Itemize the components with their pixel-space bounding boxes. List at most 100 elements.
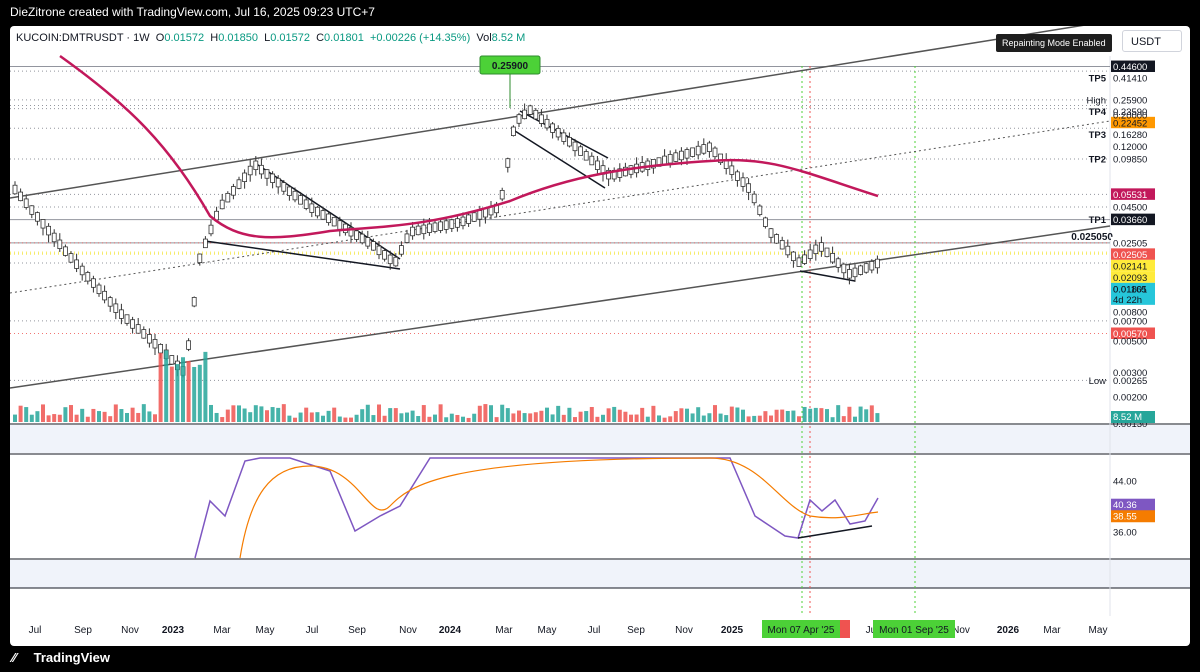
- candle: [791, 250, 796, 268]
- candle-body: [572, 141, 578, 152]
- candle: [96, 282, 102, 297]
- candle: [690, 147, 695, 158]
- date-marker-bg: [873, 620, 955, 638]
- candle-body: [107, 297, 113, 307]
- volume-bar: [13, 414, 17, 422]
- candle: [779, 236, 785, 250]
- candle: [91, 275, 96, 293]
- candle-body: [354, 230, 360, 240]
- footer-brand: ⁄⁄ TradingView: [12, 650, 110, 665]
- candle-body: [124, 314, 130, 324]
- candle-body: [824, 247, 830, 258]
- candle: [695, 140, 701, 160]
- candle-body: [432, 222, 438, 232]
- candle: [236, 176, 242, 190]
- volume-bar: [321, 415, 325, 422]
- chart-panel[interactable]: 0.25900 0.025050 0.44600 0.41410 TP5 0.25900 H…: [10, 26, 1190, 646]
- candle: [841, 262, 847, 279]
- volume-bar: [657, 415, 661, 422]
- candle-body: [326, 213, 332, 223]
- date-marker-label: Mon 07 Apr '25: [768, 625, 835, 636]
- candle: [488, 201, 494, 220]
- candle: [415, 223, 421, 236]
- price-axis-label-bg: [1111, 248, 1155, 260]
- symbol-name[interactable]: KUCOIN:DMTRUSDT: [16, 32, 124, 44]
- candle: [51, 229, 57, 247]
- volume-bar: [836, 405, 841, 422]
- candle: [723, 153, 729, 175]
- volume-bar: [287, 415, 292, 422]
- volume-bar: [315, 412, 320, 422]
- rsi-ma-value-bg: [1111, 510, 1155, 523]
- candle-body: [595, 160, 600, 170]
- candle-body: [191, 297, 197, 307]
- candle-body: [858, 265, 863, 275]
- symbol-legend: KUCOIN:DMTRUSDT · 1W O0.01572 H0.01850 L…: [16, 32, 526, 44]
- volume-bar: [332, 407, 337, 422]
- volume-bar: [371, 415, 376, 422]
- volume-bar: [214, 412, 219, 422]
- volume-bar: [567, 407, 572, 422]
- time-axis-tick: Nov: [675, 625, 693, 636]
- candle-body: [544, 118, 550, 129]
- candle-body: [393, 256, 399, 267]
- candle: [869, 259, 875, 274]
- price-level-annotation: 0.025050: [1071, 232, 1113, 243]
- volume-bar: [606, 408, 611, 422]
- volume-bar: [808, 408, 813, 422]
- candle: [858, 264, 863, 276]
- time-axis-tick: Jul: [866, 625, 879, 636]
- candle-body: [471, 212, 477, 222]
- price-axis-tick: 0.00200: [1113, 393, 1147, 404]
- price-axis-label-bg: [1111, 282, 1155, 305]
- interval-label[interactable]: 1W: [133, 32, 150, 44]
- candle: [12, 181, 18, 195]
- volume-bar: [360, 409, 365, 422]
- price-axis-label: 0.03660: [1113, 215, 1147, 226]
- volume-axis-label: 8.52 M: [1113, 412, 1142, 423]
- volume-bar: [147, 411, 152, 422]
- candle-body: [707, 142, 712, 152]
- candle: [393, 253, 399, 267]
- candle-body: [746, 183, 751, 193]
- candle-body: [34, 212, 40, 222]
- volume-bar: [293, 417, 297, 422]
- candle: [432, 220, 438, 234]
- volume-bar: [539, 410, 544, 422]
- candle: [572, 138, 578, 157]
- candle-body: [398, 245, 404, 255]
- candle-body: [768, 228, 774, 238]
- candle: [354, 228, 360, 242]
- candle-body: [298, 195, 304, 205]
- candle: [309, 197, 315, 218]
- channel-mid-line: [10, 120, 1111, 294]
- volume-bar: [791, 410, 796, 422]
- volume-bar: [595, 416, 600, 422]
- price-axis-tick: 0.20000: [1113, 111, 1147, 122]
- volume-bar: [237, 405, 241, 422]
- volume-bar: [186, 361, 191, 422]
- time-axis-tick: Jul: [588, 625, 601, 636]
- candle-body: [292, 190, 298, 201]
- candle-body: [522, 109, 527, 120]
- price-axis-label-bg: [1111, 259, 1155, 272]
- price-axis-label-bg: [1111, 374, 1155, 386]
- volume-bar: [741, 409, 745, 422]
- candle-body: [320, 210, 326, 220]
- candle-body: [499, 189, 505, 200]
- volume-bar: [164, 350, 169, 422]
- candle: [443, 216, 449, 234]
- currency-button[interactable]: USDT: [1122, 30, 1182, 52]
- volume-bar: [550, 414, 555, 422]
- volume-bar: [46, 415, 51, 422]
- high-value: 0.01850: [218, 32, 258, 44]
- volume-bar: [813, 407, 818, 422]
- candle: [348, 222, 354, 243]
- rsi-ma-value-label: 38.55: [1113, 512, 1137, 523]
- low-value: 0.01572: [270, 32, 310, 44]
- volume-bar: [640, 407, 645, 422]
- time-axis-tick: Nov: [952, 625, 970, 636]
- candle: [387, 250, 393, 270]
- pane-gap: [10, 425, 1190, 453]
